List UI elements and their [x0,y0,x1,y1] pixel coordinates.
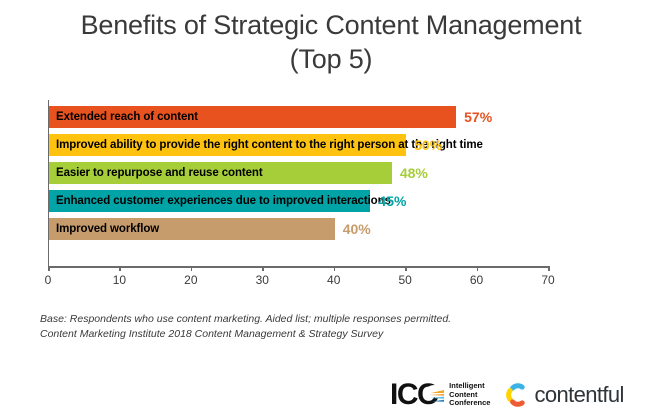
contentful-wordmark: contentful [534,382,624,407]
x-axis-tick [262,266,264,271]
chart-plot-area: Extended reach of content 57% Improved abi… [48,100,549,266]
icc-tagline-line-2: Content [449,389,478,399]
x-axis-tick-label: 10 [112,273,127,287]
bar-row: Improved workflow 40% [49,218,549,240]
contentful-c-icon [504,382,530,408]
x-axis-tick-label: 20 [184,273,198,287]
bar-category-label: Improved workflow [56,223,160,235]
chart-footnote: Base: Respondents who use content market… [40,312,451,342]
bar [49,218,335,240]
contentful-logo: contentful [504,380,624,410]
bar [49,190,371,212]
footnote-line-1: Base: Respondents who use content market… [40,313,452,325]
bar-category-label: Enhanced customer experiences due to imp… [56,195,391,207]
icc-tagline-line-1: Intelligent [449,381,485,391]
x-axis-tick [333,266,336,271]
bar-value-label: 48% [399,165,428,181]
x-axis-tick-label: 60 [469,273,484,287]
bar-category-label: Improved ability to provide the right co… [56,139,483,151]
bar-value-label: 45% [378,193,407,209]
bar-value-label: 50% [414,137,443,153]
bar-value-label: 57% [464,109,493,125]
x-axis-tick [405,266,407,271]
logo-bar: ICC Intelligent Content Conference conte… [390,378,624,412]
x-axis-tick-label: 40 [327,273,341,287]
icc-tagline: Intelligent Content Conference [449,382,490,408]
bar-value-label: 40% [342,221,371,237]
x-axis-tick [548,266,550,271]
x-axis-tick [119,266,121,271]
bar-row: Easier to repurpose and reuse content 48% [49,162,549,184]
bar-row: Improved ability to provide the right co… [49,134,549,156]
x-axis-tick [190,266,193,271]
x-axis-tick [48,266,50,271]
x-axis-tick-label: 70 [541,273,555,287]
x-axis: 0 10 20 30 40 50 60 70 [45,266,555,287]
bar-category-label: Easier to repurpose and reuse content [56,167,263,179]
icc-logo: ICC Intelligent Content Conference [390,380,490,410]
x-axis-tick-label: 30 [255,273,269,287]
x-axis-tick [476,266,479,271]
page-title: Benefits of Strategic Content Management… [0,8,662,76]
bar-row: Extended reach of content 57% [49,106,549,128]
bar [49,106,457,128]
bar [49,162,392,184]
icc-fan-icon [423,384,445,406]
bar-category-label: Extended reach of content [56,111,198,123]
chart-title-line-1: Benefits of Strategic Content Management [80,10,582,40]
bar [49,134,407,156]
bar-row: Enhanced customer experiences due to imp… [49,190,549,212]
footnote-line-2: Content Marketing Institute 2018 Content… [40,328,384,340]
chart-title-line-2: (Top 5) [289,44,373,74]
icc-tagline-line-3: Conference [449,398,491,408]
x-axis-tick-label: 50 [398,273,412,287]
x-axis-tick-label: 0 [44,273,52,287]
